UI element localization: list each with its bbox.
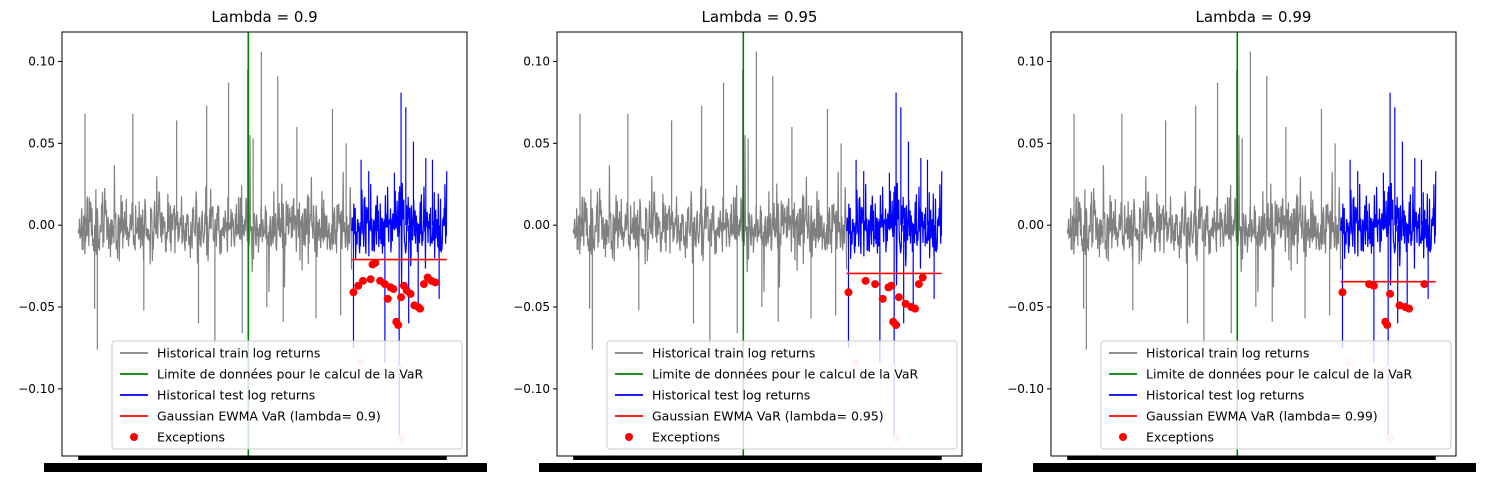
- y-tick-label: 0.00: [28, 218, 55, 232]
- exception-point: [431, 278, 440, 287]
- legend-label-var: Gaussian EWMA VaR (lambda= 0.95): [652, 409, 884, 424]
- exception-point: [844, 288, 853, 297]
- legend-box: [111, 340, 463, 450]
- exception-point: [892, 321, 901, 330]
- exception-point: [1369, 281, 1378, 290]
- y-tick-label: 0.10: [28, 54, 55, 68]
- exception-point: [894, 293, 903, 302]
- exception-point: [914, 280, 923, 289]
- series-test: [350, 92, 448, 438]
- y-tick-label: 0.05: [523, 136, 550, 150]
- exception-point: [918, 273, 927, 282]
- chart-title: Lambda = 0.99: [1196, 8, 1312, 26]
- exception-point: [383, 294, 392, 303]
- legend-label-train: Historical train log returns: [1146, 346, 1309, 361]
- legend-label-limit: Limite de données pour le calcul de la V…: [157, 367, 423, 382]
- x-tick-labels: [44, 456, 487, 472]
- exception-point: [871, 280, 880, 289]
- legend-box: [1100, 340, 1452, 450]
- exception-point: [371, 258, 380, 267]
- axes-frame: [556, 31, 963, 457]
- series-test: [845, 92, 943, 438]
- exception-point: [354, 281, 363, 290]
- exception-point: [1386, 289, 1395, 298]
- x-ticks: [78, 456, 447, 460]
- subplots: Lambda = 0.9 0.10 0.05 0.00 −0.05 −0.10 Histor…: [18, 8, 1476, 472]
- legend-box: [606, 340, 958, 450]
- y-tick-label: −0.10: [513, 382, 550, 396]
- exception-point: [911, 304, 920, 313]
- exception-point: [1420, 280, 1429, 289]
- y-tick-label: −0.10: [18, 382, 55, 396]
- legend-label-test: Historical test log returns: [157, 388, 315, 403]
- y-tick-label: 0.05: [1017, 136, 1044, 150]
- legend-label-exceptions: Exceptions: [1146, 430, 1214, 445]
- exception-point: [419, 280, 428, 289]
- legend-label-var: Gaussian EWMA VaR (lambda= 0.99): [1146, 409, 1378, 424]
- legend-label-exceptions: Exceptions: [157, 430, 225, 445]
- chart-title: Lambda = 0.95: [702, 8, 818, 26]
- legend-label-test: Historical test log returns: [652, 388, 810, 403]
- y-tick-label: 0.00: [523, 218, 550, 232]
- axes-frame: [61, 31, 468, 457]
- x-ticks: [573, 456, 942, 460]
- series-test: [1339, 92, 1437, 438]
- x-tick-band: [539, 463, 982, 472]
- legend-marker-exceptions: [1119, 433, 1127, 441]
- legend-label-limit: Limite de données pour le calcul de la V…: [652, 367, 918, 382]
- panel-lambda-0.9: Lambda = 0.9 0.10 0.05 0.00 −0.05 −0.10 Histor…: [18, 8, 487, 472]
- exception-point: [366, 275, 375, 284]
- exception-point: [416, 304, 425, 313]
- y-tick-label: 0.10: [1017, 54, 1044, 68]
- exception-point: [1383, 321, 1392, 330]
- legend: Historical train log returns Limite de do…: [111, 340, 463, 450]
- exception-point: [389, 285, 398, 294]
- y-tick-label: 0.00: [1017, 218, 1044, 232]
- y-tick-label: 0.05: [28, 136, 55, 150]
- y-tick-label: −0.05: [513, 300, 550, 314]
- panel-lambda-0.95: Lambda = 0.95 0.10 0.05 0.00 −0.05 −0.10 Histo…: [513, 8, 982, 472]
- legend: Historical train log returns Limite de do…: [606, 340, 958, 450]
- x-tick-labels: [539, 456, 982, 472]
- exception-point: [878, 294, 887, 303]
- exception-point: [861, 276, 870, 285]
- axes-frame: [1050, 31, 1457, 457]
- legend-marker-exceptions: [625, 433, 633, 441]
- exception-point: [397, 293, 406, 302]
- exception-point: [887, 281, 896, 290]
- y-tick-label: −0.05: [18, 300, 55, 314]
- legend-label-limit: Limite de données pour le calcul de la V…: [1146, 367, 1412, 382]
- panel-lambda-0.99: Lambda = 0.99 0.10 0.05 0.00 −0.05 −0.10 Histo…: [1007, 8, 1476, 472]
- exception-point: [1338, 288, 1347, 297]
- x-tick-band: [1033, 463, 1476, 472]
- legend-label-train: Historical train log returns: [652, 346, 815, 361]
- legend-label-train: Historical train log returns: [157, 346, 320, 361]
- exception-point: [349, 288, 358, 297]
- y-tick-label: 0.10: [523, 54, 550, 68]
- x-tick-band: [44, 463, 487, 472]
- x-ticks: [1067, 456, 1436, 460]
- exception-point: [358, 276, 367, 285]
- exception-point: [406, 289, 415, 298]
- legend: Historical train log returns Limite de do…: [1100, 340, 1452, 450]
- exception-point: [394, 321, 403, 330]
- y-tick-label: −0.10: [1007, 382, 1044, 396]
- legend-marker-exceptions: [130, 433, 138, 441]
- legend-label-var: Gaussian EWMA VaR (lambda= 0.9): [157, 409, 381, 424]
- legend-label-exceptions: Exceptions: [652, 430, 720, 445]
- exception-point: [1405, 304, 1414, 313]
- chart-title: Lambda = 0.9: [211, 8, 317, 26]
- x-tick-labels: [1033, 456, 1476, 472]
- y-tick-label: −0.05: [1007, 300, 1044, 314]
- legend-label-test: Historical test log returns: [1146, 388, 1304, 403]
